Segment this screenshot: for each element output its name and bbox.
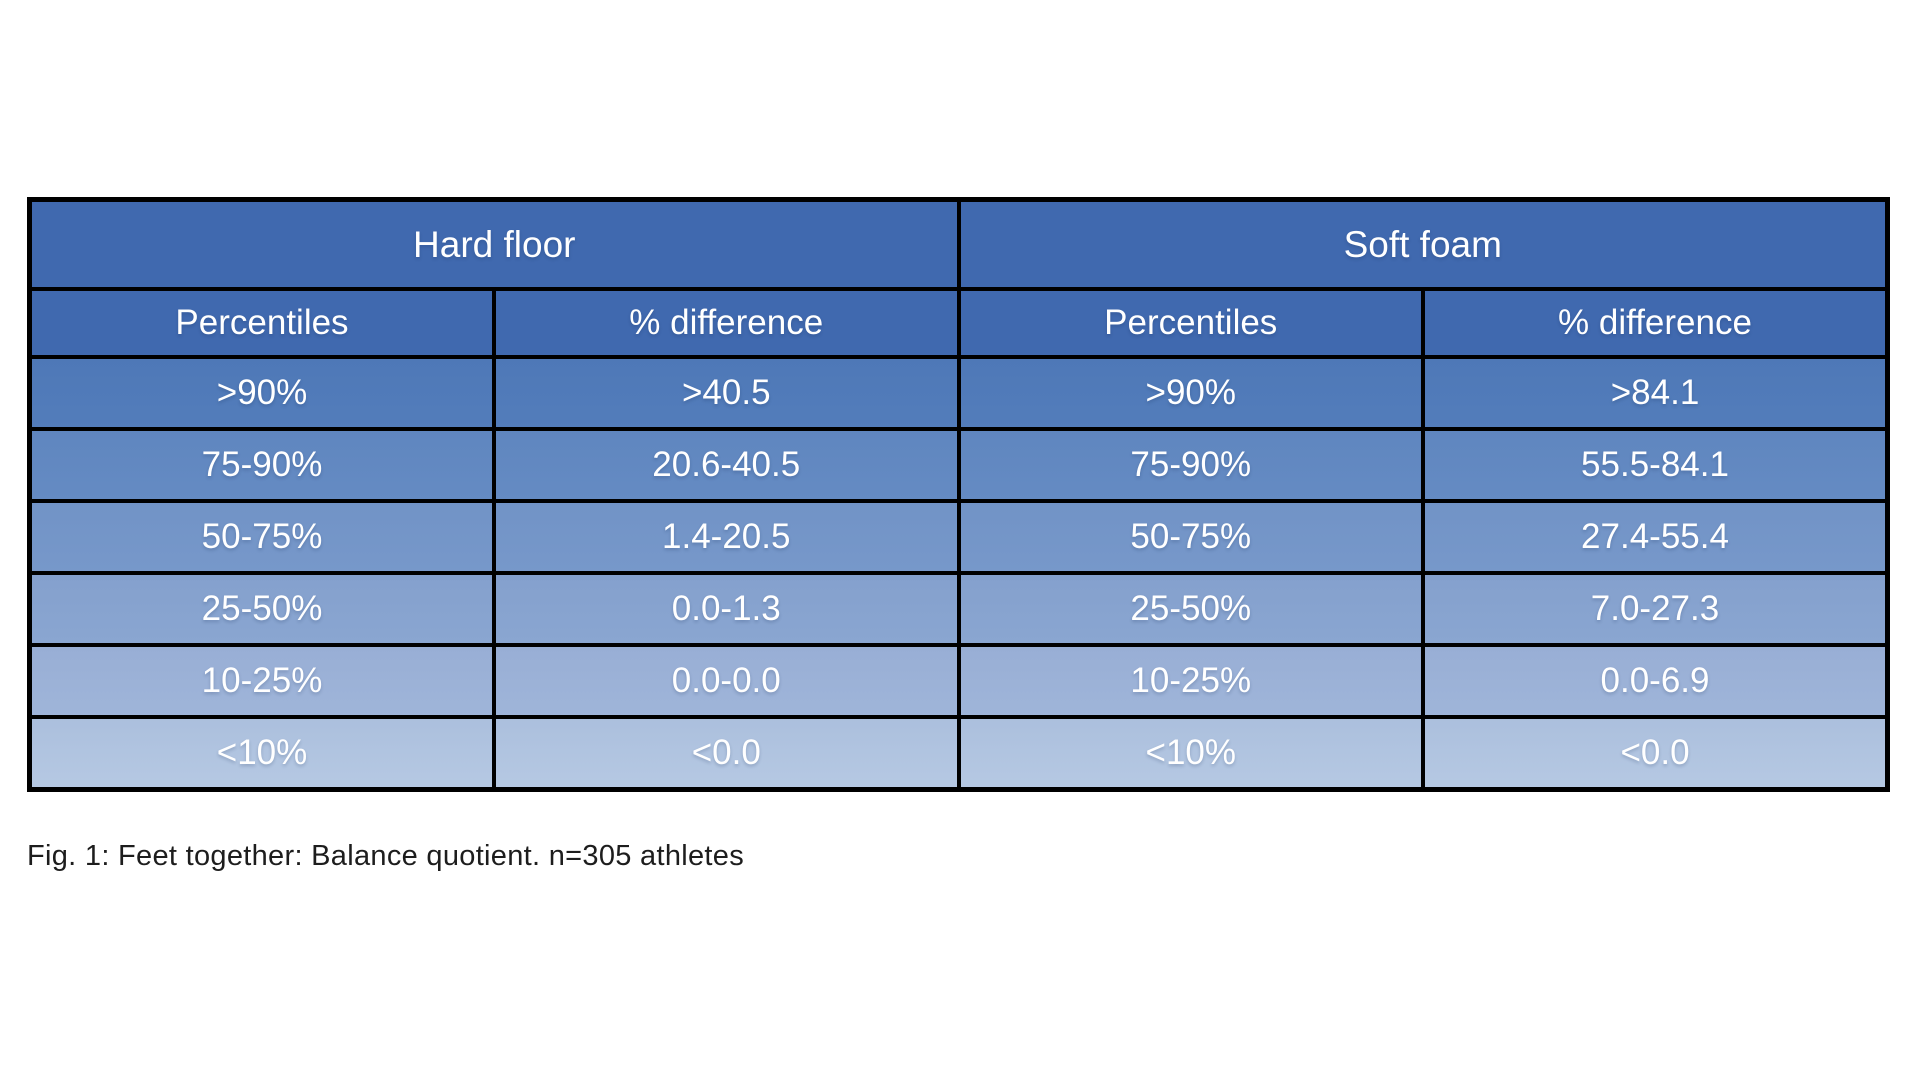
table-cell: 10-25% (956, 643, 1425, 719)
table-cell: >40.5 (492, 355, 961, 431)
table-cell: 25-50% (956, 571, 1425, 647)
figure-caption: Fig. 1: Feet together: Balance quotient.… (27, 840, 745, 872)
table-row: <10% <0.0 <10% <0.0 (27, 715, 1890, 792)
table-row: 10-25% 0.0-0.0 10-25% 0.0-6.9 (27, 643, 1890, 719)
table-row: 25-50% 0.0-1.3 25-50% 7.0-27.3 (27, 571, 1890, 647)
table-cell: 27.4-55.4 (1421, 499, 1890, 575)
table-cell: <10% (27, 715, 496, 792)
table-cell: 10-25% (27, 643, 496, 719)
column-header-row: Percentiles % difference Percentiles % d… (27, 287, 1890, 359)
table-cell: <0.0 (1421, 715, 1890, 792)
group-header-soft-foam: Soft foam (956, 197, 1890, 291)
table-cell: 0.0-0.0 (492, 643, 961, 719)
table-cell: >84.1 (1421, 355, 1890, 431)
table-cell: 1.4-20.5 (492, 499, 961, 575)
table-cell: 0.0-6.9 (1421, 643, 1890, 719)
table-cell: 0.0-1.3 (492, 571, 961, 647)
table-cell: <0.0 (492, 715, 961, 792)
table-cell: 75-90% (27, 427, 496, 503)
table-cell: 25-50% (27, 571, 496, 647)
table-cell: <10% (956, 715, 1425, 792)
table-cell: >90% (27, 355, 496, 431)
column-header-percentiles-hard: Percentiles (27, 287, 496, 359)
surface-group-header-row: Hard floor Soft foam (27, 197, 1890, 291)
table-cell: 55.5-84.1 (1421, 427, 1890, 503)
column-header-difference-hard: % difference (492, 287, 961, 359)
column-header-percentiles-soft: Percentiles (956, 287, 1425, 359)
table-cell: 20.6-40.5 (492, 427, 961, 503)
table-cell: 7.0-27.3 (1421, 571, 1890, 647)
balance-quotient-table: Hard floor Soft foam Percentiles % diffe… (27, 197, 1890, 792)
table-cell: 50-75% (956, 499, 1425, 575)
table-row: >90% >40.5 >90% >84.1 (27, 355, 1890, 431)
column-header-difference-soft: % difference (1421, 287, 1890, 359)
group-header-hard-floor: Hard floor (27, 197, 961, 291)
table-row: 75-90% 20.6-40.5 75-90% 55.5-84.1 (27, 427, 1890, 503)
table-cell: >90% (956, 355, 1425, 431)
table-cell: 75-90% (956, 427, 1425, 503)
table-row: 50-75% 1.4-20.5 50-75% 27.4-55.4 (27, 499, 1890, 575)
table-cell: 50-75% (27, 499, 496, 575)
